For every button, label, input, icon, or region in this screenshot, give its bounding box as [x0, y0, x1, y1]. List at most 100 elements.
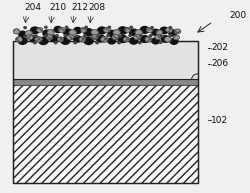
Circle shape	[135, 30, 142, 35]
Bar	[13, 79, 198, 85]
Circle shape	[13, 29, 20, 34]
Circle shape	[96, 35, 105, 42]
Circle shape	[96, 42, 98, 44]
Circle shape	[97, 35, 100, 36]
Circle shape	[170, 38, 178, 44]
Text: 200: 200	[229, 11, 246, 20]
Bar	[13, 41, 198, 79]
Circle shape	[85, 26, 87, 28]
Circle shape	[84, 35, 86, 36]
Circle shape	[160, 27, 168, 34]
Circle shape	[66, 34, 74, 40]
Circle shape	[119, 35, 122, 37]
Circle shape	[129, 35, 131, 36]
Bar	[13, 41, 198, 183]
Circle shape	[173, 35, 180, 40]
Circle shape	[75, 35, 78, 37]
Bar	[13, 79, 198, 183]
Circle shape	[58, 27, 65, 33]
Circle shape	[124, 27, 131, 32]
Circle shape	[134, 34, 141, 40]
Circle shape	[118, 35, 127, 43]
Circle shape	[169, 35, 172, 36]
Circle shape	[140, 36, 149, 42]
Circle shape	[16, 37, 22, 42]
Circle shape	[104, 27, 110, 33]
Circle shape	[138, 42, 141, 44]
Circle shape	[91, 30, 98, 35]
Circle shape	[118, 42, 120, 44]
Circle shape	[30, 27, 39, 34]
Circle shape	[112, 34, 119, 40]
Circle shape	[108, 26, 110, 28]
Circle shape	[35, 35, 37, 37]
Circle shape	[166, 27, 172, 33]
Text: 202: 202	[211, 43, 228, 52]
Circle shape	[164, 37, 171, 42]
Circle shape	[161, 36, 170, 42]
Circle shape	[79, 37, 86, 42]
Circle shape	[130, 29, 138, 36]
Text: 206: 206	[211, 59, 228, 68]
Circle shape	[54, 26, 62, 33]
Circle shape	[46, 34, 53, 40]
Circle shape	[113, 30, 120, 35]
Circle shape	[74, 36, 82, 42]
Circle shape	[69, 30, 76, 35]
Circle shape	[74, 27, 82, 33]
Circle shape	[152, 29, 160, 35]
Text: 102: 102	[211, 116, 228, 125]
Circle shape	[155, 35, 161, 40]
Circle shape	[66, 26, 68, 28]
Circle shape	[150, 35, 152, 36]
Circle shape	[24, 35, 26, 37]
Circle shape	[130, 26, 132, 28]
Circle shape	[50, 35, 58, 42]
Circle shape	[24, 27, 26, 29]
Circle shape	[98, 27, 106, 34]
Circle shape	[18, 37, 27, 44]
Circle shape	[140, 26, 149, 33]
Text: 212: 212	[72, 3, 88, 12]
Circle shape	[107, 35, 109, 36]
Circle shape	[25, 30, 32, 36]
Circle shape	[34, 42, 36, 44]
Circle shape	[84, 29, 93, 36]
Circle shape	[118, 27, 127, 34]
Circle shape	[19, 31, 26, 37]
Text: 208: 208	[88, 3, 106, 12]
Circle shape	[64, 35, 66, 36]
Text: 210: 210	[50, 3, 67, 12]
Circle shape	[64, 29, 72, 36]
Circle shape	[36, 27, 43, 32]
Circle shape	[27, 35, 33, 40]
Circle shape	[156, 30, 162, 35]
Circle shape	[45, 26, 47, 28]
Text: 204: 204	[24, 3, 41, 12]
Circle shape	[30, 36, 38, 42]
Circle shape	[61, 37, 70, 44]
Circle shape	[43, 30, 51, 36]
Circle shape	[57, 37, 64, 42]
Circle shape	[39, 37, 48, 44]
Circle shape	[152, 38, 160, 44]
Circle shape	[151, 27, 153, 29]
Circle shape	[108, 38, 116, 44]
Circle shape	[130, 38, 138, 44]
Circle shape	[169, 27, 172, 29]
Circle shape	[80, 27, 87, 32]
Circle shape	[35, 36, 42, 42]
Circle shape	[140, 35, 142, 36]
Circle shape	[45, 35, 47, 36]
Circle shape	[56, 35, 58, 36]
Circle shape	[92, 35, 98, 40]
Circle shape	[54, 42, 57, 44]
Circle shape	[159, 41, 162, 43]
Circle shape	[146, 27, 153, 33]
Circle shape	[84, 37, 93, 44]
Circle shape	[47, 30, 54, 35]
Circle shape	[108, 30, 116, 36]
Circle shape	[169, 30, 177, 36]
Circle shape	[74, 42, 76, 44]
Circle shape	[174, 29, 181, 34]
